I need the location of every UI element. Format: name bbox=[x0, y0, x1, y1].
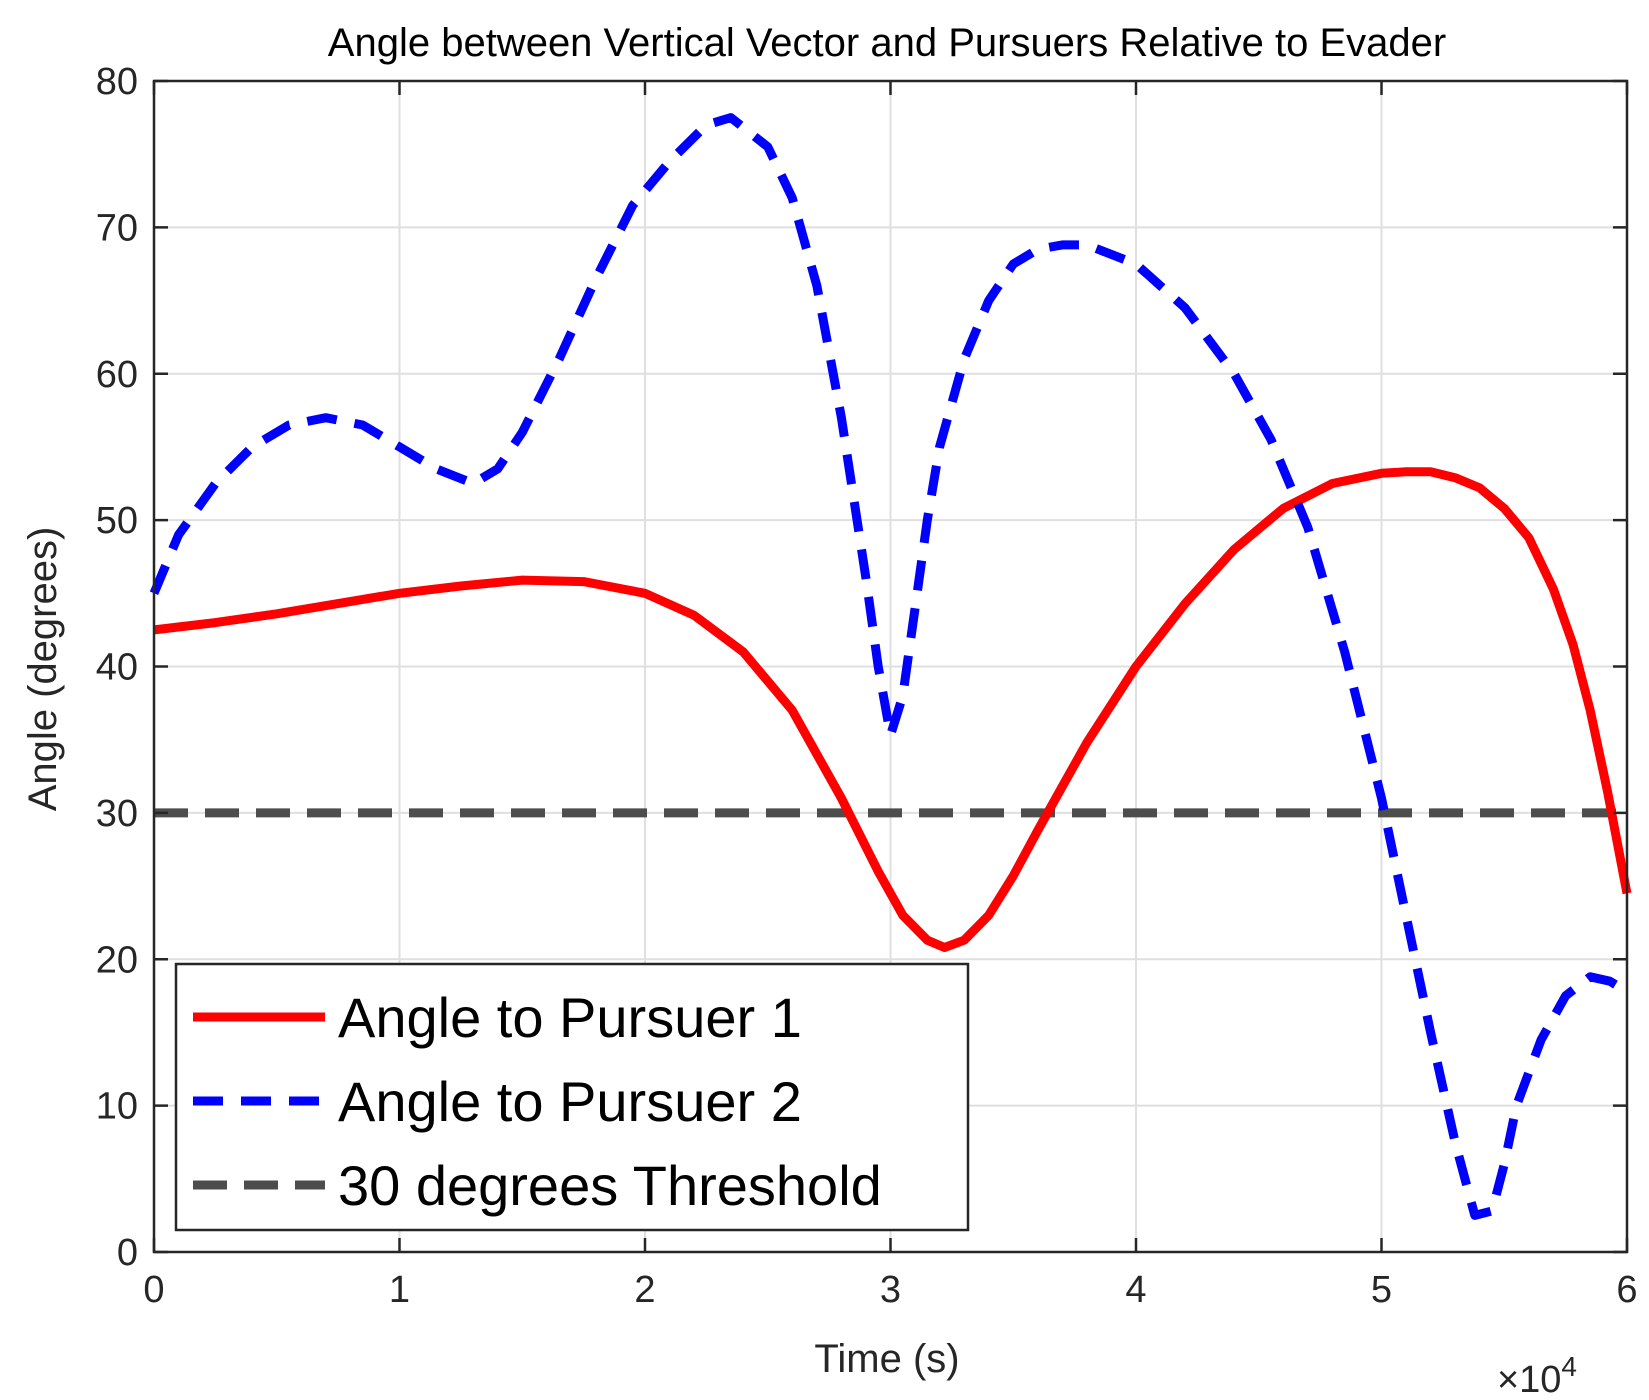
y-tick-label: 30 bbox=[96, 793, 138, 835]
plot-area bbox=[149, 113, 1632, 1220]
legend: Angle to Pursuer 1 Angle to Pursuer 2 30… bbox=[174, 962, 970, 1232]
y-tick-label: 60 bbox=[96, 354, 138, 396]
y-tick-label: 50 bbox=[96, 500, 138, 542]
y-tick-label: 0 bbox=[117, 1232, 138, 1274]
y-tick-label: 70 bbox=[96, 207, 138, 249]
grid bbox=[154, 81, 1627, 1252]
y-tick-label: 10 bbox=[96, 1086, 138, 1128]
series-line-pursuer-2 bbox=[149, 113, 1630, 1220]
y-axis-label: Angle (degrees) bbox=[21, 527, 65, 812]
x-axis-label: Time (s) bbox=[814, 1337, 959, 1381]
y-tick-label: 80 bbox=[96, 61, 138, 103]
x-tick-label: 5 bbox=[1371, 1269, 1392, 1311]
chart-title: Angle between Vertical Vector and Pursue… bbox=[328, 21, 1446, 65]
x-tick-label: 2 bbox=[634, 1269, 655, 1311]
x-exponent-label: ×104 bbox=[1497, 1351, 1577, 1400]
y-tick-label: 40 bbox=[96, 647, 138, 689]
x-tick-label: 3 bbox=[880, 1269, 901, 1311]
legend-label-pursuer-2: Angle to Pursuer 2 bbox=[338, 1070, 802, 1133]
y-tick-label: 20 bbox=[96, 939, 138, 981]
x-tick-label: 1 bbox=[389, 1269, 410, 1311]
x-tick-label: 0 bbox=[143, 1269, 164, 1311]
series-line-pursuer-1 bbox=[153, 467, 1632, 952]
legend-label-threshold: 30 degrees Threshold bbox=[338, 1154, 882, 1217]
x-tick-label: 6 bbox=[1616, 1269, 1637, 1311]
x-tick-label: 4 bbox=[1125, 1269, 1146, 1311]
legend-label-pursuer-1: Angle to Pursuer 1 bbox=[338, 986, 802, 1049]
